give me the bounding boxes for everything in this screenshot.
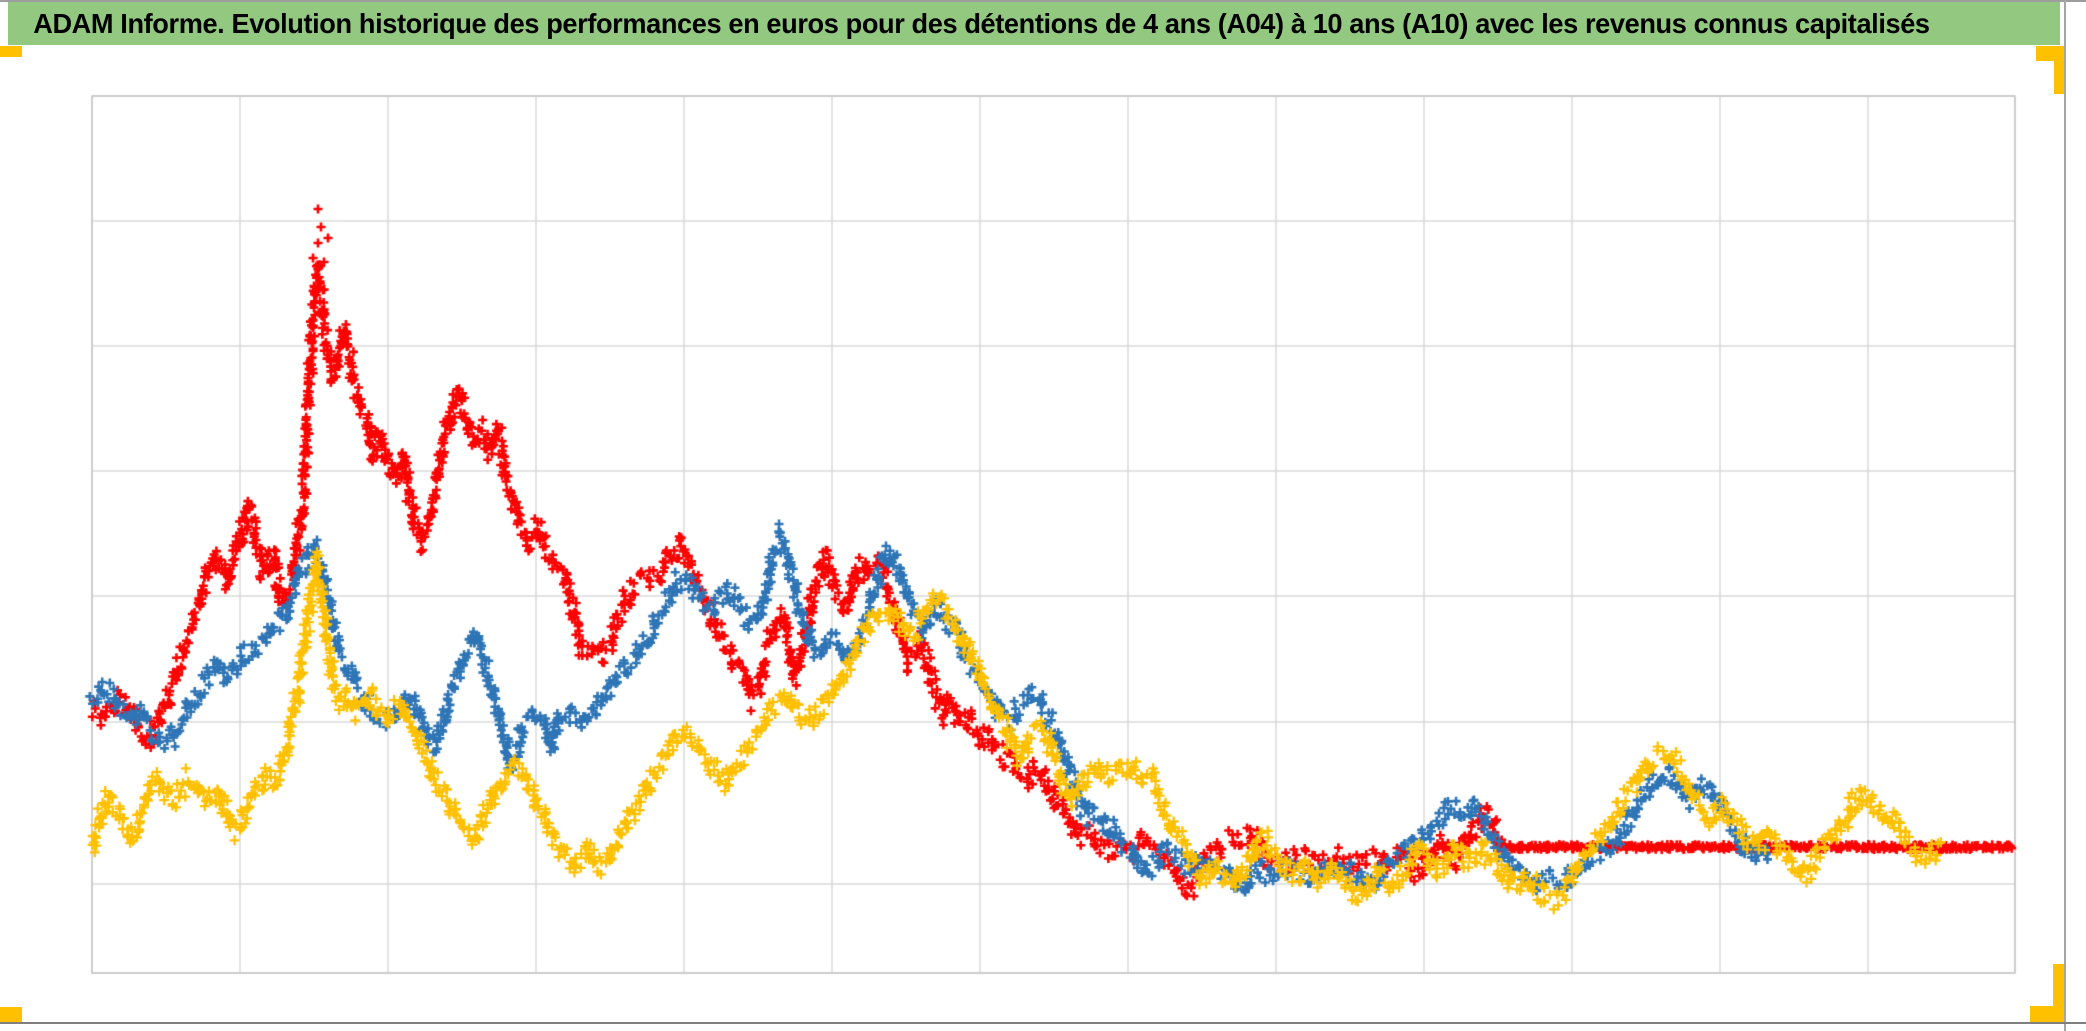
window-bottom-edge bbox=[0, 1022, 2086, 1024]
window-right-edge bbox=[2064, 0, 2066, 1031]
